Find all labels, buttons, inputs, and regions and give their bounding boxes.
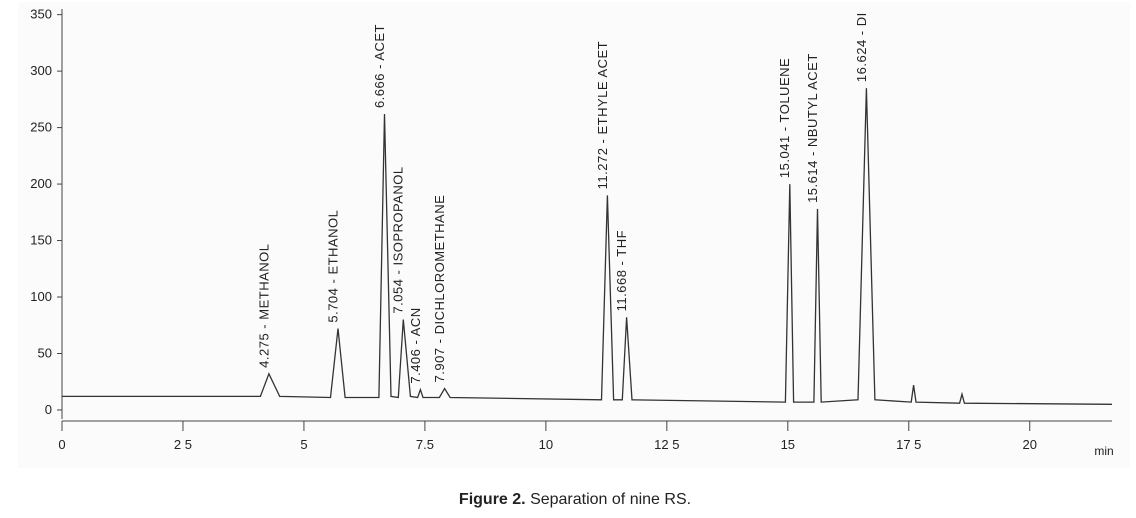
x-tick-label: 12 5 <box>654 437 679 452</box>
peak-label: 4.275 - METHANOL <box>256 243 271 367</box>
y-tick-label: 100 <box>30 289 52 304</box>
x-tick-label: 0 <box>58 437 65 452</box>
x-tick-label: 5 <box>300 437 307 452</box>
x-tick-label: 15 <box>781 437 795 452</box>
peak-label: 15.614 - NBUTYL ACET <box>805 53 820 203</box>
y-tick-label: 200 <box>30 176 52 191</box>
signal-line <box>62 88 1113 405</box>
peak-label: 6.666 - ACET <box>372 24 387 108</box>
y-tick-label: 300 <box>30 63 52 78</box>
x-axis-label: min <box>1094 444 1113 458</box>
y-tick-label: 250 <box>30 120 52 135</box>
peak-label: 16.624 - DI <box>854 12 869 82</box>
x-tick-label: 20 <box>1023 437 1037 452</box>
x-tick-label: 17 5 <box>896 437 921 452</box>
caption-text: Separation of nine RS. <box>530 491 691 508</box>
peak-label: 11.272 - ETHYLE ACET <box>595 41 610 190</box>
y-tick-label: 350 <box>30 7 52 22</box>
peak-label: 7.406 - ACN <box>408 307 423 383</box>
caption: Figure 2. Separation of nine RS. <box>459 491 691 508</box>
y-tick-label: 0 <box>45 402 52 417</box>
x-tick-label: 2 5 <box>174 437 192 452</box>
figure-background <box>18 2 1130 468</box>
caption-label: Figure 2. <box>459 491 526 508</box>
peak-label: 15.041 - TOLUENE <box>777 58 792 178</box>
x-tick-label: 10 <box>539 437 553 452</box>
peak-label: 7.907 - DICHLOROMETHANE <box>432 195 447 383</box>
peak-label: 7.054 - ISOPROPANOL <box>391 166 406 313</box>
peak-label: 11.668 - THF <box>614 230 629 311</box>
y-tick-label: 50 <box>38 345 52 360</box>
y-tick-label: 150 <box>30 233 52 248</box>
peak-label: 5.704 - ETHANOL <box>325 210 340 323</box>
x-tick-label: 7.5 <box>416 437 434 452</box>
